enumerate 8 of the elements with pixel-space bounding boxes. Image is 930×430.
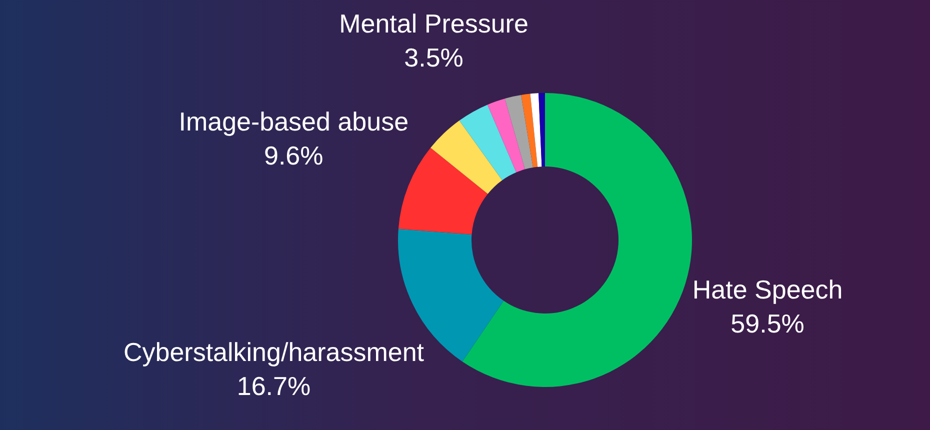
slice-label: Cyberstalking/harassment: [123, 336, 425, 367]
data-label: 9.6%: [264, 140, 324, 171]
slice-label: Image-based abuse: [178, 106, 409, 137]
data-label: 59.5%: [730, 308, 804, 339]
data-label: 16.7%: [236, 370, 311, 401]
slice-label: Mental Pressure: [339, 8, 528, 38]
data-label: 3.5%: [404, 42, 464, 72]
slice-label: Hate Speech: [692, 274, 843, 305]
